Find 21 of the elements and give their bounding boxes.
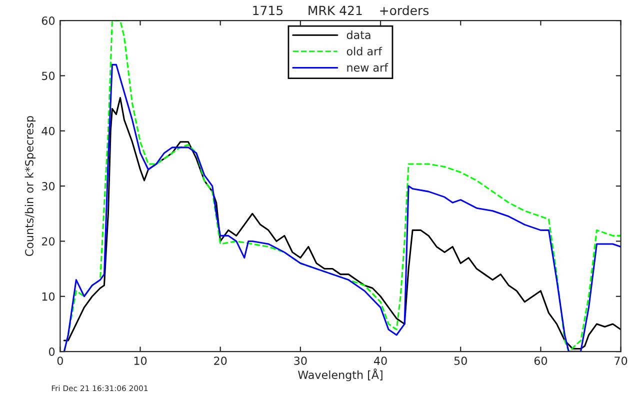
x-tick-label: 10	[134, 356, 147, 366]
x-tick-label: 0	[57, 356, 63, 366]
y-tick-label: 0	[48, 348, 55, 356]
x-tick-label: 20	[214, 356, 227, 366]
x-tick-label: 50	[454, 356, 467, 366]
y-tick-label: 10	[42, 292, 55, 301]
y-tick-label: 50	[42, 72, 55, 80]
x-axis-title: Wavelength [Å]	[298, 368, 382, 382]
y-tick-label: 20	[42, 237, 55, 246]
y-axis-title: Counts/bin or k*Specresp	[24, 116, 36, 256]
x-tick-label: 40	[374, 356, 387, 366]
y-tick-label: 30	[42, 182, 55, 190]
chart-title: 1715 MRK 421 +orders	[253, 5, 429, 16]
legend-label: old arf	[346, 46, 382, 56]
legend-label: new arf	[347, 63, 388, 72]
x-tick-label: 30	[294, 356, 307, 366]
y-tick-label: 40	[42, 126, 55, 136]
x-tick-label: 70	[614, 356, 628, 366]
y-tick-label: 60	[42, 16, 55, 25]
x-tick-label: 60	[534, 356, 548, 366]
legend-label: data	[346, 30, 370, 40]
